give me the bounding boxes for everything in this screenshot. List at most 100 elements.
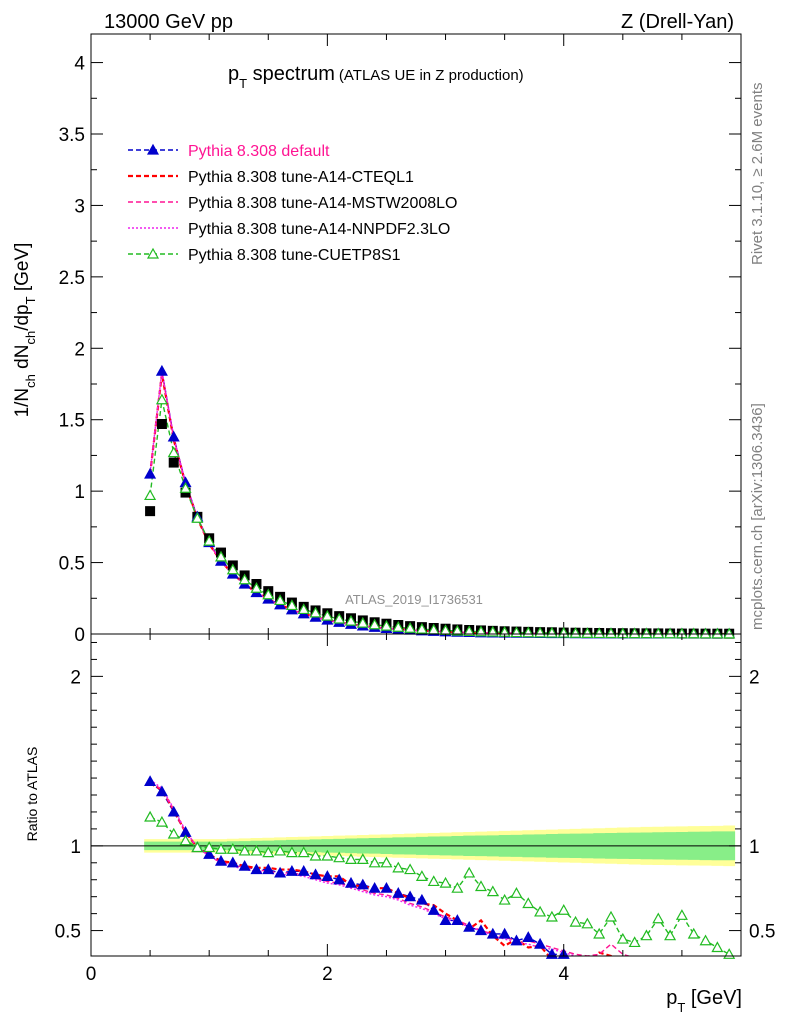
- y-tick-label: 2: [74, 339, 85, 360]
- data-point: [404, 622, 417, 633]
- data-point: [344, 876, 358, 888]
- data-point: [545, 910, 558, 922]
- series-line: [149, 779, 581, 956]
- data-point: [309, 606, 322, 618]
- legend-label: Pythia 8.308 tune-CUETP8S1: [188, 247, 401, 264]
- atlas-data-point: [168, 457, 179, 468]
- data-point: [640, 627, 653, 639]
- y-axis-title-part: T: [23, 296, 38, 304]
- ratio-y-axis-title: Ratio to ATLAS: [24, 747, 40, 842]
- data-point: [297, 603, 310, 615]
- data-point: [203, 841, 216, 853]
- data-point: [368, 618, 381, 630]
- data-point: [628, 936, 641, 948]
- process-label: Z (Drell-Yan): [621, 11, 734, 33]
- y-axis-title-part: [GeV]: [12, 243, 33, 297]
- data-point: [427, 875, 440, 887]
- legend-label: Pythia 8.308 default: [188, 143, 330, 160]
- y-tick-label: 0: [74, 625, 85, 646]
- data-point: [274, 594, 287, 606]
- data-point: [640, 929, 653, 941]
- data-point: [321, 849, 334, 861]
- ratio-frame: [90, 633, 742, 957]
- data-point: [191, 841, 204, 853]
- data-point: [392, 621, 405, 632]
- data-point: [250, 863, 263, 875]
- ratio-y-tick-label-right: 1: [749, 837, 760, 858]
- ratio-y-tick-label: 1: [70, 837, 81, 858]
- data-point: [392, 887, 405, 898]
- data-point: [652, 912, 665, 924]
- data-point: [522, 931, 535, 942]
- data-point: [593, 627, 606, 639]
- data-point: [356, 878, 369, 890]
- y-tick-label: 1: [74, 482, 85, 503]
- data-point: [262, 846, 275, 858]
- data-point: [167, 430, 180, 442]
- data-point: [203, 534, 216, 546]
- data-point: [463, 625, 476, 637]
- ratio-y-axis-label: Ratio to ATLAS: [24, 747, 40, 842]
- data-point: [238, 844, 251, 856]
- data-point: [285, 865, 298, 876]
- legend-label: Pythia 8.308 tune-A14-CTEQL1: [188, 169, 414, 186]
- data-point: [167, 446, 180, 458]
- rivet-label: Rivet 3.1.10, ≥ 2.6M events: [749, 83, 766, 266]
- data-point: [392, 861, 405, 873]
- data-point: [534, 937, 547, 949]
- data-point: [226, 563, 239, 575]
- data-point: [404, 890, 417, 902]
- data-point: [179, 482, 192, 493]
- y-axis-title-part: ch: [23, 374, 38, 388]
- data-point: [333, 612, 346, 624]
- y-tick-label: 3.5: [59, 125, 85, 146]
- x-tick-label: 4: [558, 964, 569, 985]
- data-point: [321, 609, 334, 621]
- data-point: [144, 810, 157, 822]
- data-point: [380, 881, 393, 893]
- data-point: [557, 904, 570, 915]
- data-point: [144, 775, 157, 787]
- data-point: [274, 866, 287, 878]
- title-paren: (ATLAS UE in Z production): [339, 67, 524, 84]
- data-point: [415, 622, 428, 634]
- data-point: [474, 924, 488, 936]
- y-tick-label: 2.5: [59, 268, 85, 289]
- data-point: [723, 627, 736, 639]
- main-y-axis-label: 1/Nch dNch/dpT [GeV]: [12, 243, 38, 418]
- data-point: [380, 619, 393, 631]
- data-point: [451, 914, 464, 926]
- data-point: [675, 909, 688, 920]
- data-point: [545, 626, 558, 638]
- data-point: [652, 627, 665, 639]
- data-point: [415, 893, 428, 905]
- main-frame: [90, 33, 742, 635]
- data-point: [593, 927, 606, 939]
- data-point: [664, 627, 677, 639]
- data-point: [534, 626, 547, 638]
- data-point: [711, 941, 724, 953]
- x-axis-title-rest: [GeV]: [685, 987, 742, 1009]
- data-point: [226, 842, 239, 854]
- main-y-axis-title: 1/Nch dNch/dpT [GeV]: [12, 243, 38, 418]
- title-main: p: [228, 63, 239, 85]
- data-point: [262, 863, 275, 875]
- data-point: [616, 932, 629, 944]
- analysis-label: ATLAS_2019_I1736531: [345, 592, 483, 607]
- data-point: [309, 868, 322, 880]
- data-point: [474, 880, 488, 892]
- y-axis-title-part: /dp: [12, 304, 33, 330]
- data-point: [510, 887, 523, 898]
- ratio-y-tick-label-right: 0.5: [749, 922, 775, 943]
- y-tick-label: 1.5: [59, 411, 85, 432]
- data-point: [463, 866, 476, 878]
- series-line: [149, 780, 632, 956]
- y-tick-label: 3: [74, 196, 85, 217]
- data-point: [167, 805, 180, 817]
- legend-label: Pythia 8.308 tune-A14-MSTW2008LO: [188, 195, 457, 212]
- data-point: [155, 785, 168, 797]
- data-point: [711, 627, 724, 639]
- title-sub: T: [239, 76, 247, 91]
- x-axis-title-main: p: [666, 987, 677, 1009]
- x-axis-title: pT [GeV]: [666, 987, 742, 1015]
